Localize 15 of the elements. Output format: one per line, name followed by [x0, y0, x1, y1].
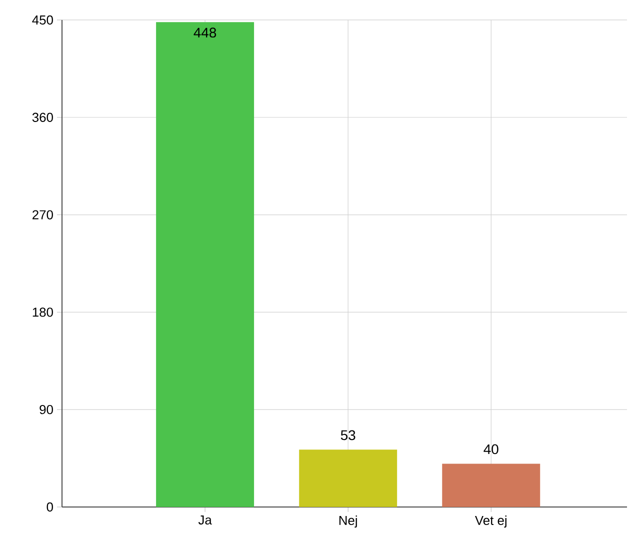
y-tick-label: 270 [32, 210, 53, 220]
y-tick-label: 0 [46, 502, 53, 512]
data-label: 448 [194, 28, 216, 38]
bar [156, 22, 254, 507]
bar [442, 464, 540, 507]
y-tick-label: 360 [32, 112, 53, 122]
y-tick-label: 180 [32, 308, 53, 317]
x-tick-label: Ja [198, 516, 212, 525]
data-label: 40 [484, 444, 498, 454]
data-label: 53 [340, 430, 356, 440]
y-tick-label: 90 [40, 404, 53, 414]
x-tick-label: Vet ej [474, 516, 506, 528]
bar [299, 450, 398, 507]
x-tick-label: Nej [339, 516, 357, 528]
y-tick-label: 450 [32, 15, 53, 25]
